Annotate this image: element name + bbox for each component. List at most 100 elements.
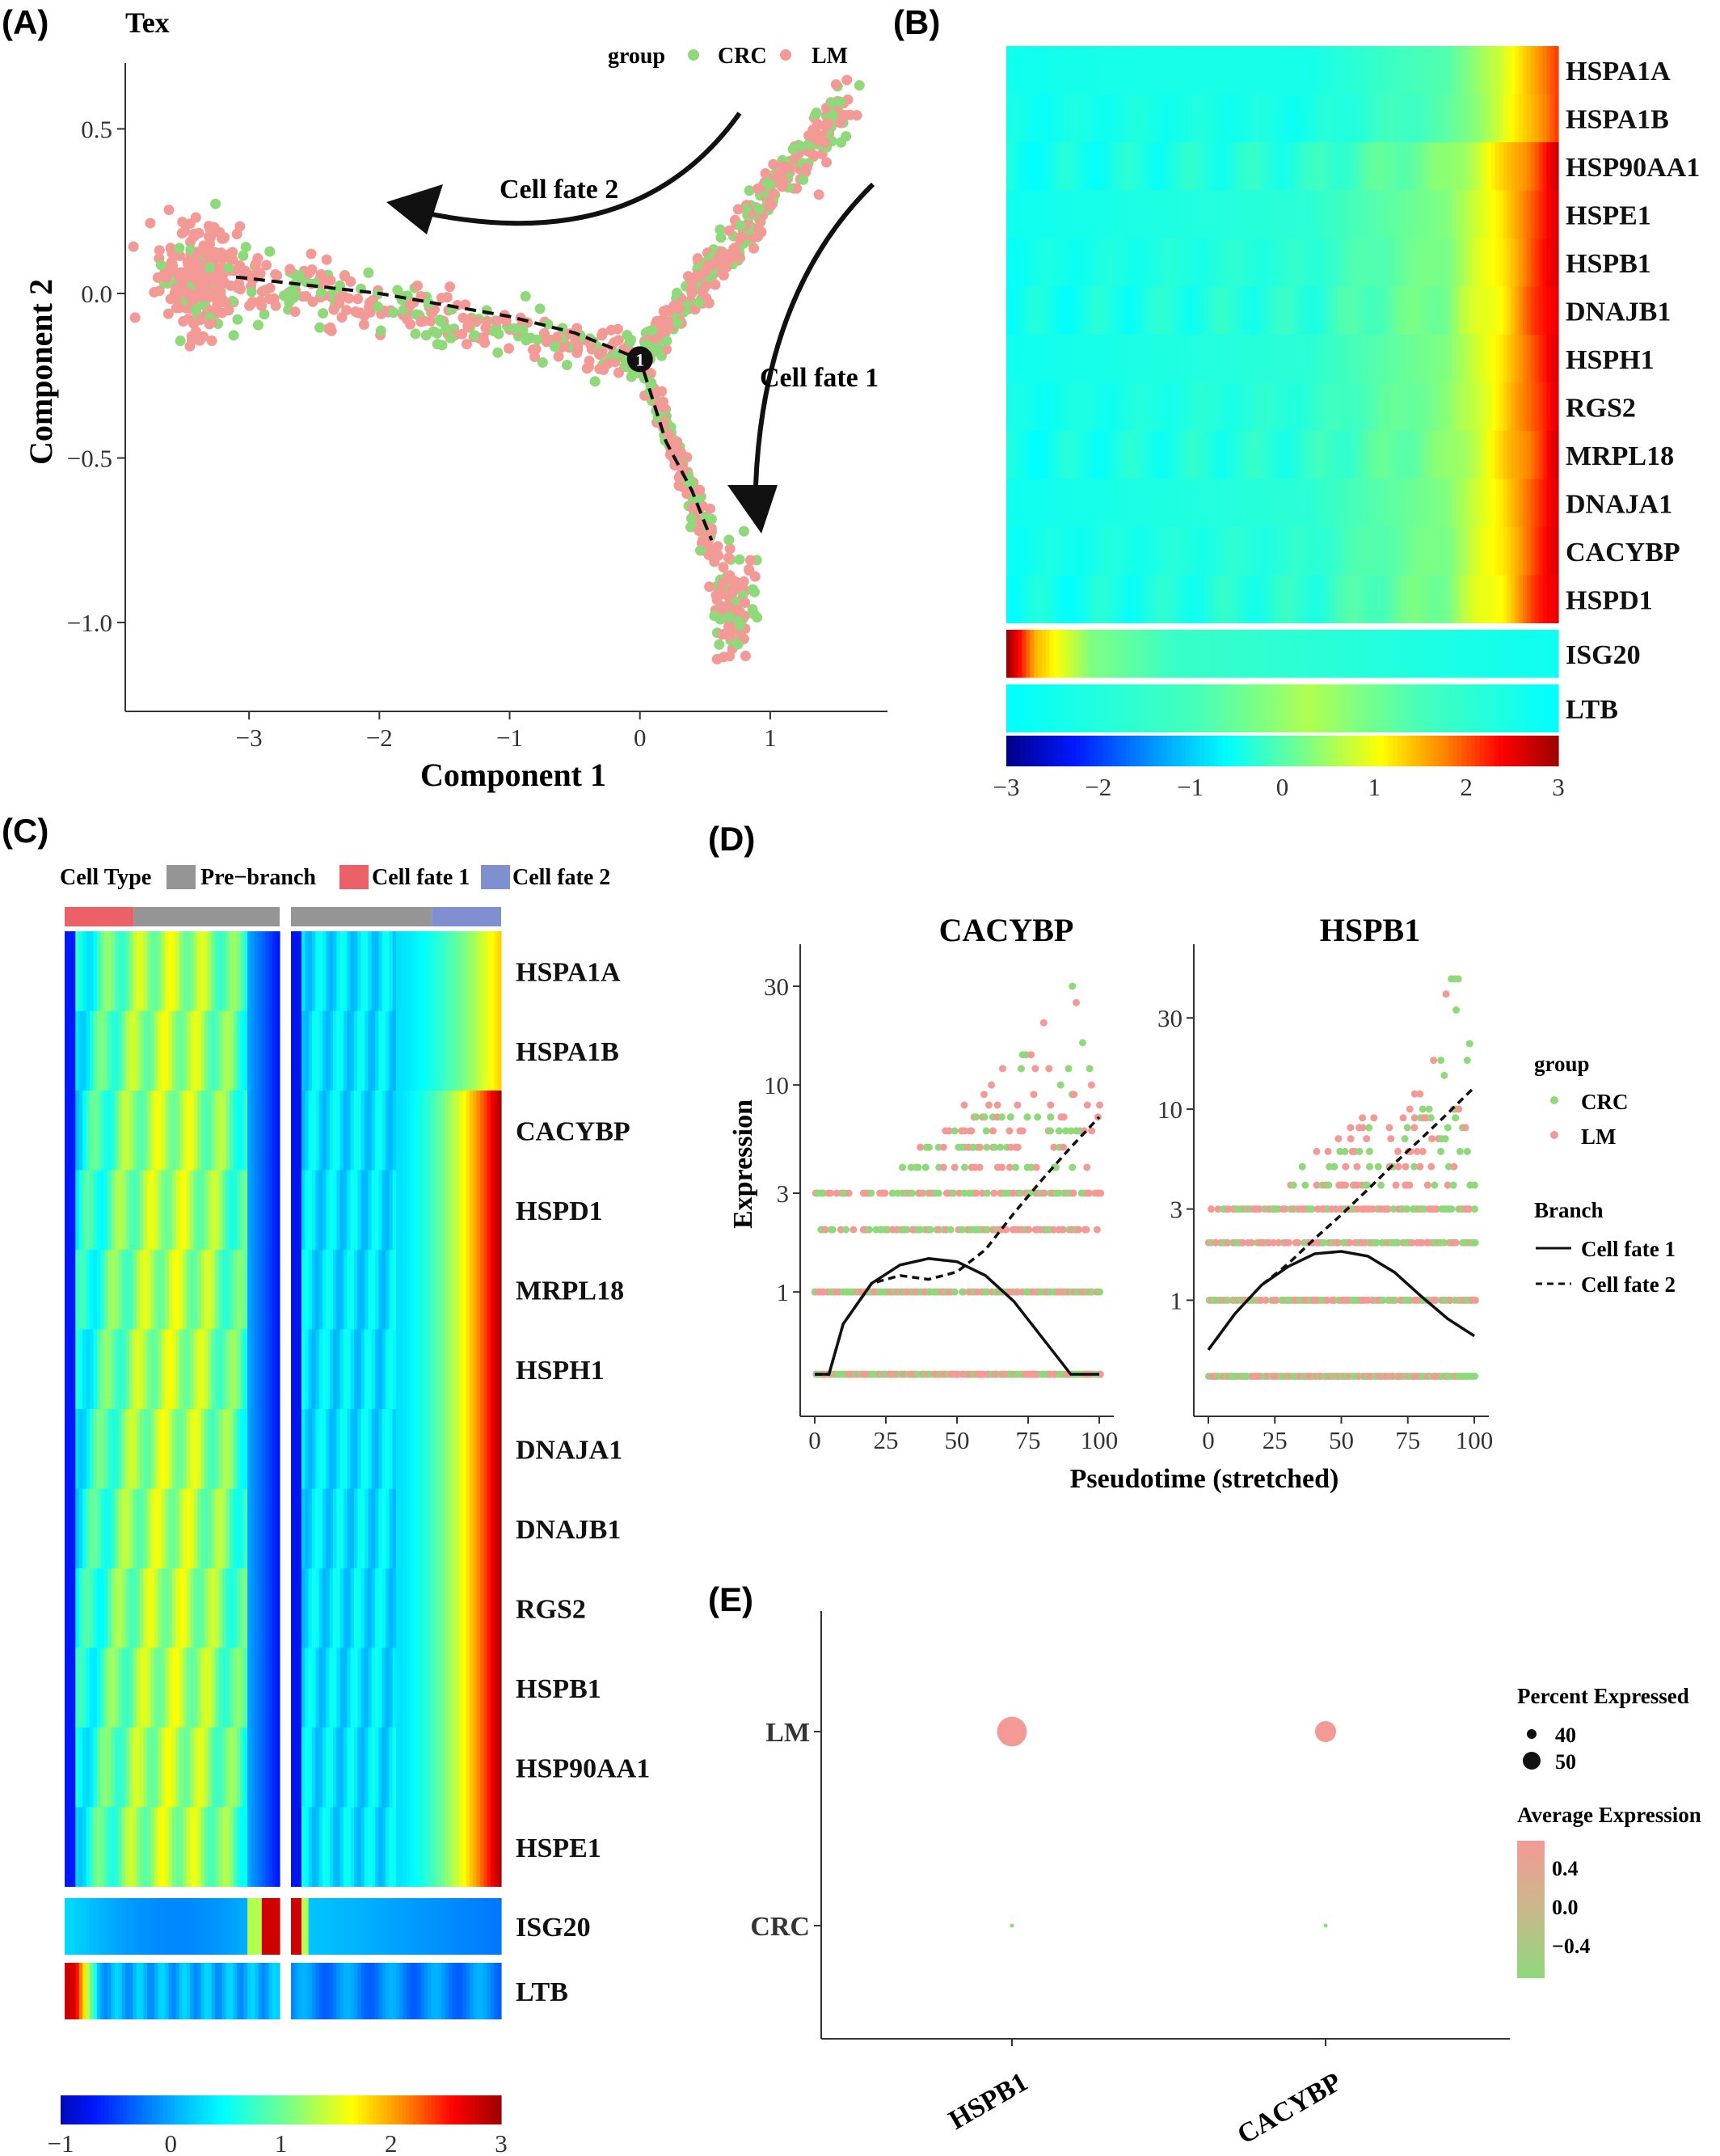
- heat-cell-MRPL18: [247, 1250, 252, 1330]
- heat-cell-ISG20: [1104, 630, 1110, 678]
- heat-cell-HSPE1: [1168, 190, 1173, 238]
- heat-cell-HSPD1: [146, 1170, 151, 1250]
- heat-cell-HSPB1: [247, 1648, 252, 1728]
- heat-cell-MRPL18: [1049, 431, 1055, 479]
- heat-cell-DNAJA1: [71, 1409, 76, 1489]
- heat-cell-DNAJB1: [1519, 286, 1524, 335]
- lm-cell-point: [500, 315, 512, 327]
- heat-cell-RGS2: [428, 1568, 432, 1648]
- heat-cell-HSPB1: [1104, 238, 1110, 287]
- colorbar-segment: [1553, 736, 1559, 766]
- heat-cell-HSPH1: [1341, 335, 1347, 383]
- heat-cell-ISG20: [222, 1898, 227, 1955]
- heat-cell-LTB: [1148, 684, 1153, 732]
- heat-cell-LTB: [1223, 684, 1228, 732]
- heat-cell-HSPB1: [1077, 238, 1082, 287]
- heat-cell-LTB: [1326, 684, 1330, 732]
- heat-cell-ISG20: [431, 1898, 436, 1955]
- heat-cell-HSPD1: [291, 1170, 295, 1250]
- heat-cell-DNAJB1: [1278, 286, 1284, 335]
- heat-cell-CACYBP: [1301, 527, 1307, 576]
- heat-cell-ISG20: [1554, 630, 1559, 678]
- heat-cell-HSPA1B: [1010, 94, 1015, 142]
- heat-cell-DNAJA1: [1412, 479, 1417, 527]
- heat-cell-LTB: [1361, 684, 1366, 732]
- lm-cell-point: [718, 562, 729, 573]
- heat-cell-HSPE1: [100, 1807, 105, 1887]
- heat-cell-HSPA1B: [65, 1010, 70, 1091]
- heat-cell-ISG20: [1171, 630, 1177, 678]
- heat-cell-HSP90AA1: [1309, 142, 1315, 191]
- heat-cell-HSP90AA1: [193, 1728, 198, 1808]
- heat-cell-HSPE1: [1381, 190, 1385, 238]
- heat-cell-HSPA1B: [1144, 94, 1149, 142]
- heat-cell-HSPE1: [78, 1807, 83, 1887]
- heat-cell-RGS2: [1550, 382, 1555, 431]
- heat-cell-HSPA1B: [1546, 94, 1551, 142]
- heat-cell-DNAJB1: [1337, 286, 1343, 335]
- crc-cell-point: [363, 267, 374, 278]
- heat-cell-HSPD1: [1266, 575, 1271, 623]
- lm-cell-point: [480, 323, 491, 334]
- heat-cell-DNAJA1: [229, 1409, 234, 1489]
- heat-cell-RGS2: [1061, 382, 1066, 431]
- heat-cell-HSP90AA1: [431, 1728, 436, 1808]
- heat-cell-DNAJA1: [375, 1409, 379, 1489]
- heat-cell-HSPD1: [1093, 575, 1098, 623]
- heat-cell-HSPA1B: [301, 1010, 306, 1091]
- legend-crc-swatch: [688, 49, 699, 61]
- heat-cell-HSPE1: [1203, 190, 1208, 238]
- heat-cell-HSPE1: [1053, 190, 1059, 238]
- heat-cell-DNAJB1: [336, 1488, 341, 1568]
- heat-cell-HSPB1: [165, 1648, 170, 1728]
- heat-cell-CACYBP: [371, 1091, 376, 1171]
- heat-cell-HSPA1A: [111, 931, 116, 1011]
- heat-cell-MRPL18: [261, 1250, 266, 1330]
- heat-cell-DNAJB1: [1077, 286, 1082, 335]
- lm-cell-point: [171, 293, 183, 304]
- heat-cell-HSP90AA1: [1286, 142, 1291, 191]
- heat-cell-HSPD1: [1022, 575, 1027, 623]
- heat-cell-HSPD1: [236, 1170, 241, 1250]
- heat-cell-DNAJB1: [424, 1488, 428, 1568]
- heat-cell-RGS2: [1487, 382, 1492, 431]
- heat-cell-HSPD1: [326, 1170, 331, 1250]
- crc-cell-point: [626, 371, 637, 382]
- heat-cell-ISG20: [441, 1898, 446, 1955]
- heat-cell-HSPA1A: [268, 931, 273, 1011]
- lm-cell-point: [715, 255, 727, 266]
- heat-cell-HSPE1: [1223, 190, 1228, 238]
- heat-cell-HSP90AA1: [1440, 142, 1445, 191]
- heat-cell-DNAJB1: [265, 1488, 270, 1568]
- heat-cell-CACYBP: [1479, 527, 1484, 576]
- heat-cell-RGS2: [1393, 382, 1398, 431]
- colorbar-segment: [1489, 736, 1494, 766]
- heat-cell-LTB: [378, 1963, 383, 2019]
- heat-cell-MRPL18: [1491, 431, 1496, 479]
- heat-cell-LTB: [1341, 684, 1347, 732]
- heat-cell-DNAJB1: [226, 1488, 230, 1568]
- heat-cell-HSPE1: [473, 1807, 478, 1887]
- heat-cell-MRPL18: [1171, 431, 1177, 479]
- lm-cell-point: [129, 312, 141, 323]
- heat-cell-DNAJA1: [1530, 479, 1536, 527]
- lm-cell-point: [264, 293, 276, 305]
- heat-cell-DNAJA1: [459, 1409, 463, 1489]
- heat-cell-HSPE1: [68, 1807, 73, 1887]
- heat-cell-HSP90AA1: [1160, 142, 1165, 191]
- heat-cell-DNAJB1: [1069, 286, 1074, 335]
- heat-cell-HSPA1B: [146, 1010, 151, 1091]
- heat-cell-HSPA1A: [1435, 46, 1441, 95]
- heat-cell-ISG20: [1187, 630, 1192, 678]
- heat-cell-MRPL18: [1349, 431, 1354, 479]
- lm-cell-point: [528, 344, 539, 356]
- heat-cell-MRPL18: [1045, 431, 1051, 479]
- heat-cell-HSPE1: [1140, 190, 1145, 238]
- heat-cell-HSPD1: [1128, 575, 1133, 623]
- heat-cell-LTB: [1467, 684, 1473, 732]
- heat-cell-ISG20: [1448, 630, 1452, 678]
- heat-cell-MRPL18: [96, 1250, 101, 1330]
- heat-cell-HSPB1: [1467, 238, 1473, 287]
- heat-cell-DNAJA1: [1132, 479, 1137, 527]
- heat-cell-HSPB1: [1460, 238, 1465, 287]
